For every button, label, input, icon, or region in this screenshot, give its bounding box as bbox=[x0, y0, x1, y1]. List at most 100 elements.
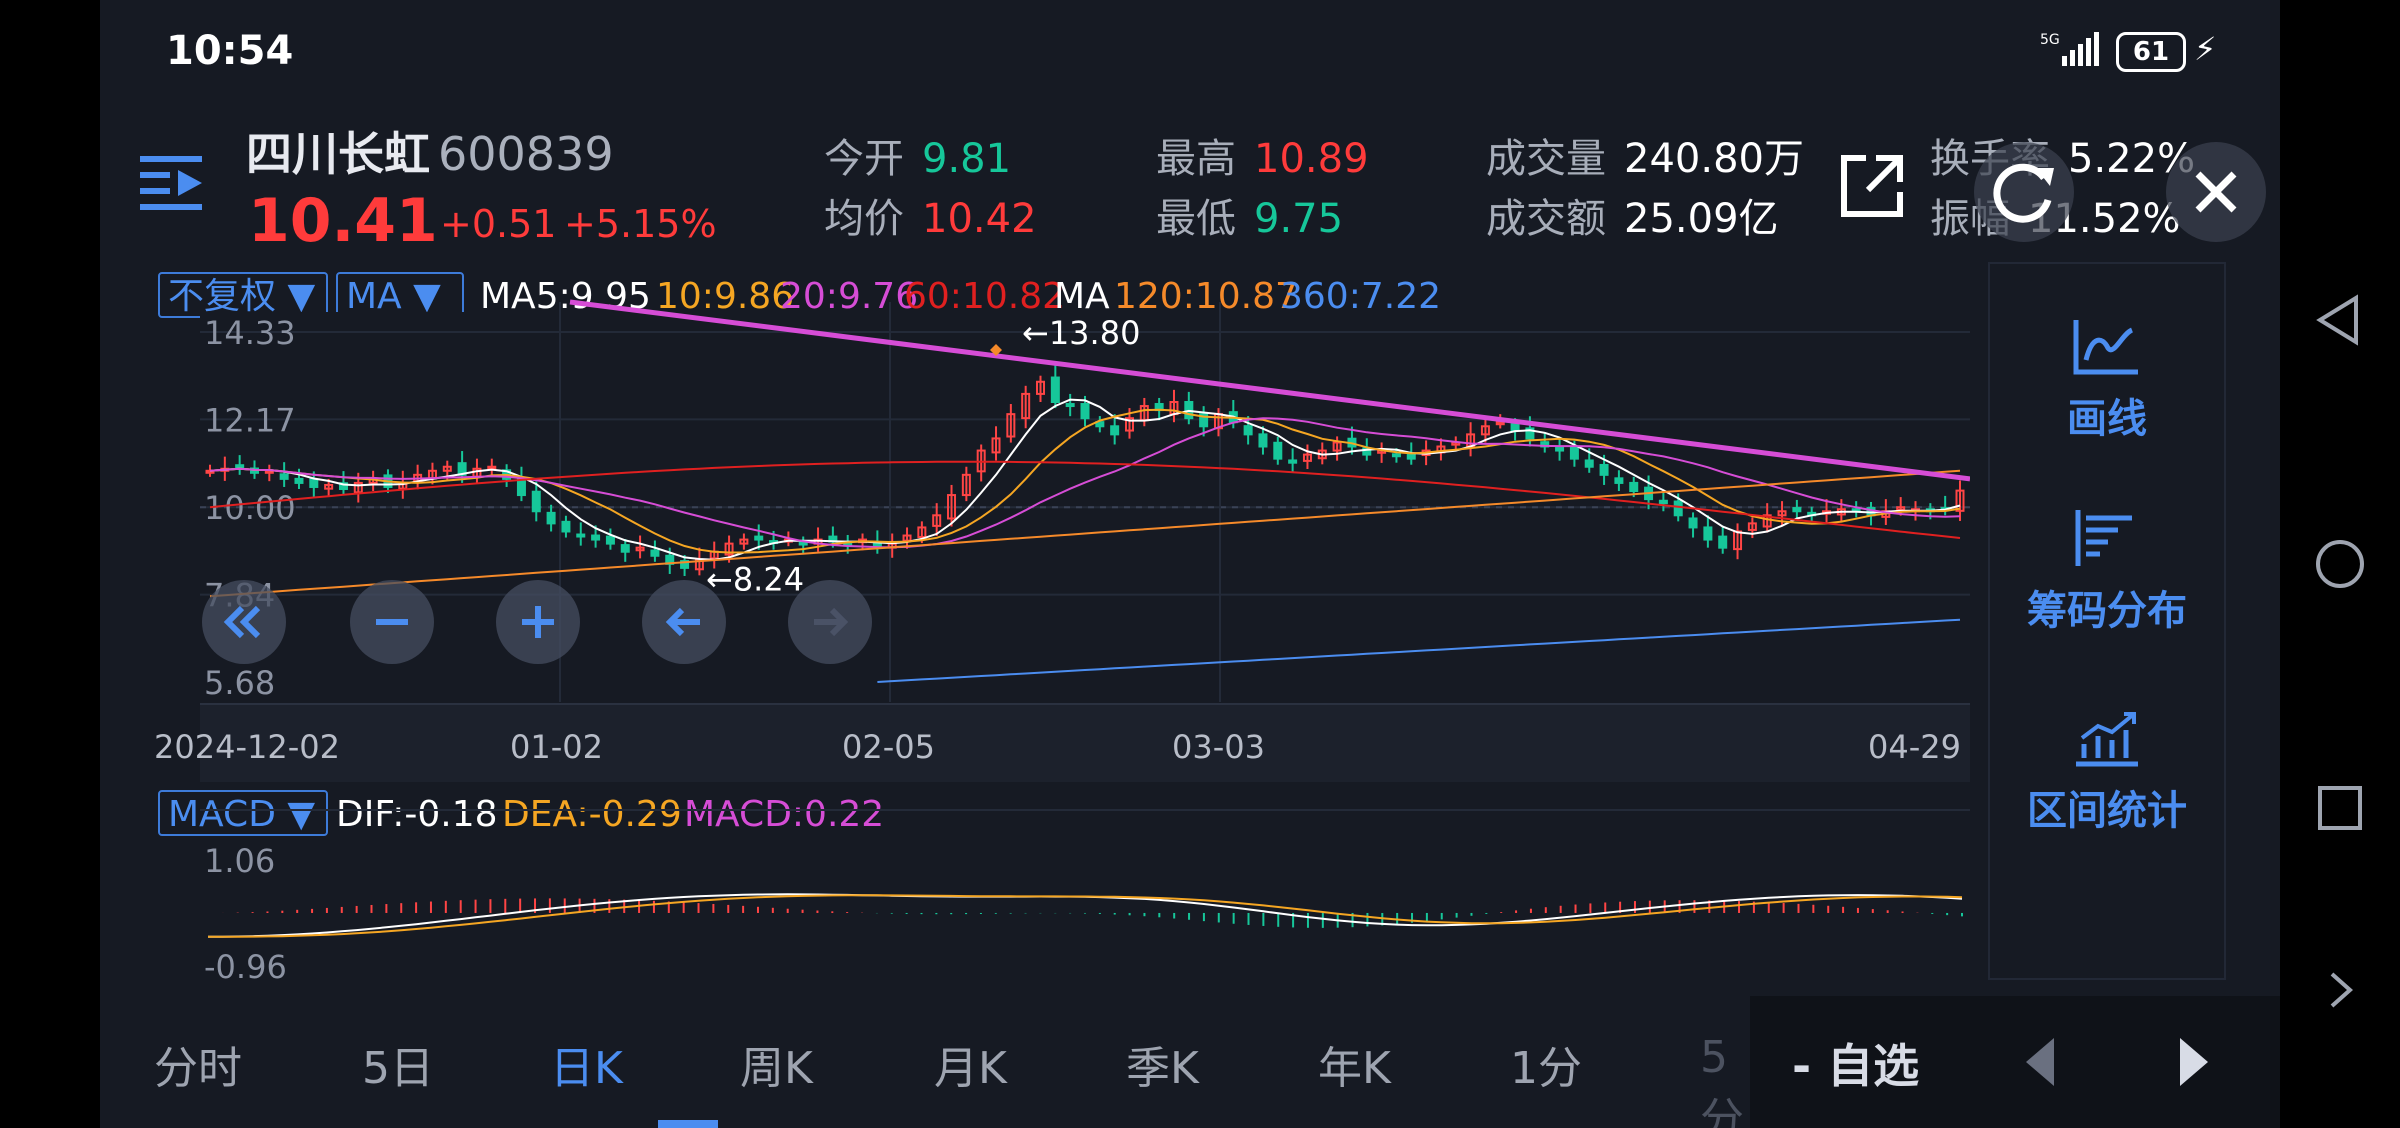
tab-intraday[interactable]: 分时 bbox=[154, 1043, 242, 1094]
trend-line bbox=[569, 299, 1970, 482]
candle-body bbox=[576, 533, 586, 538]
ma10-line bbox=[209, 408, 1961, 554]
ma-legend-item: MA bbox=[1054, 276, 1110, 317]
candle-body bbox=[1718, 535, 1728, 549]
candle-body bbox=[1688, 517, 1698, 529]
candle-body bbox=[724, 542, 734, 556]
candle-body bbox=[1273, 441, 1283, 460]
candle-body bbox=[1747, 522, 1757, 531]
x-tick-label: 04-29 bbox=[1868, 728, 1961, 766]
expand-nav-icon[interactable] bbox=[2310, 960, 2370, 1020]
external-link-icon[interactable] bbox=[1836, 152, 1906, 226]
pan-left-button[interactable] bbox=[642, 580, 726, 664]
y-tick-label: 12.17 bbox=[204, 401, 296, 439]
candle-body bbox=[442, 465, 452, 472]
candle-body bbox=[1288, 459, 1298, 464]
candle-body bbox=[1673, 500, 1683, 517]
active-tab-indicator bbox=[658, 1120, 718, 1128]
prev-stock-icon[interactable] bbox=[2020, 1032, 2060, 1096]
tab-5min[interactable]: 5分 bbox=[1700, 1032, 1744, 1128]
candle-body bbox=[1080, 403, 1090, 420]
candle-body bbox=[1792, 507, 1802, 513]
range-stats-button[interactable]: 区间统计 bbox=[1990, 708, 2224, 836]
candle-body bbox=[1021, 392, 1031, 420]
candle-body bbox=[1658, 499, 1668, 505]
low-annotation: ←8.24 bbox=[706, 560, 804, 598]
candle-body bbox=[1199, 413, 1209, 428]
candle-body bbox=[917, 526, 927, 539]
tab-1min[interactable]: 1分 bbox=[1510, 1043, 1582, 1094]
macd-plot: 1.06 -0.96 bbox=[200, 809, 1970, 980]
kline-plot: 14.3312.1710.007.845.68←13.80←8.242024-1… bbox=[154, 299, 1970, 782]
candle-body bbox=[798, 541, 808, 546]
candle-body bbox=[1777, 510, 1787, 517]
candle-body bbox=[991, 437, 1001, 454]
adjust-select[interactable]: 不复权 ▼ bbox=[158, 272, 328, 318]
tab-daily[interactable]: 日K bbox=[550, 1043, 623, 1094]
status-bar: 10:54 5G 61 ⚡ bbox=[100, 0, 2280, 100]
candle-body bbox=[1391, 453, 1401, 458]
candle-body bbox=[961, 473, 971, 497]
candle-body bbox=[1050, 376, 1060, 403]
tab-quarterly[interactable]: 季K bbox=[1126, 1043, 1199, 1094]
refresh-icon[interactable] bbox=[1974, 142, 2074, 242]
quote-high: 最高 10.89 bbox=[1156, 136, 1369, 182]
candle-body bbox=[235, 464, 245, 469]
candle-body bbox=[531, 490, 541, 513]
candle-body bbox=[561, 520, 571, 533]
ma-legend-item: 20:9.76 bbox=[780, 276, 919, 317]
candle-body bbox=[1599, 463, 1609, 476]
next-stock-icon[interactable] bbox=[2174, 1032, 2214, 1096]
charging-icon: ⚡ bbox=[2194, 30, 2217, 68]
ma-legend-item: 120:10.87 bbox=[1114, 276, 1298, 317]
system-nav-bar bbox=[2280, 0, 2400, 1128]
range-stats-icon bbox=[2076, 712, 2138, 767]
zoom-out-button[interactable] bbox=[350, 580, 434, 664]
ma120-line bbox=[209, 469, 1961, 598]
signal-icon: 5G bbox=[2040, 30, 2110, 76]
watchlist-button[interactable]: - 自选 bbox=[1792, 1039, 1920, 1093]
x-tick-label: 01-02 bbox=[510, 728, 603, 766]
draw-line-button[interactable]: 画线 bbox=[1990, 316, 2224, 444]
tab-yearly[interactable]: 年K bbox=[1318, 1043, 1391, 1094]
tab-5day[interactable]: 5日 bbox=[362, 1043, 434, 1094]
home-nav-icon[interactable] bbox=[2310, 534, 2370, 594]
ma-legend-item: 360:7.22 bbox=[1280, 276, 1441, 317]
candle-body bbox=[294, 477, 304, 484]
chip-distribution-button[interactable]: 筹码分布 bbox=[1990, 508, 2224, 636]
chip-distribution-icon bbox=[2075, 510, 2132, 566]
kline-chart[interactable]: 不复权 ▼ MA ▼ MA5:9.95 10:9.86 20:9.76 60:10.8… bbox=[150, 262, 1970, 782]
ma-legend-item: 60:10.82 bbox=[904, 276, 1065, 317]
tab-weekly[interactable]: 周K bbox=[740, 1043, 813, 1094]
ma20-line bbox=[209, 417, 1961, 549]
quote-amount: 成交额 25.09亿 bbox=[1486, 196, 1779, 242]
close-icon[interactable] bbox=[2166, 142, 2266, 242]
macd-select[interactable]: MACD ▼ bbox=[158, 790, 328, 836]
candle-body bbox=[1629, 481, 1639, 493]
candle-body bbox=[650, 549, 660, 557]
recents-nav-icon[interactable] bbox=[2310, 778, 2370, 838]
zoom-in-button[interactable] bbox=[496, 580, 580, 664]
dea-line bbox=[208, 894, 1963, 938]
candle-body bbox=[947, 494, 957, 520]
x-tick-label: 2024-12-02 bbox=[154, 728, 340, 766]
menu-list-icon[interactable] bbox=[138, 150, 204, 216]
candle-body bbox=[1243, 425, 1253, 436]
candle-body bbox=[1762, 514, 1772, 528]
side-panel: 画线 筹码分布 区间统计 bbox=[1988, 262, 2226, 980]
quote-low: 最低 9.75 bbox=[1156, 196, 1344, 242]
candle-body bbox=[279, 473, 289, 480]
battery-icon: 61 bbox=[2116, 32, 2186, 72]
zoom-first-button[interactable] bbox=[202, 580, 286, 664]
pan-right-button[interactable] bbox=[788, 580, 872, 664]
candle-body bbox=[1584, 459, 1594, 468]
candle-body bbox=[1510, 423, 1520, 432]
candle-body bbox=[1302, 453, 1312, 462]
candle-body bbox=[591, 534, 601, 541]
tab-monthly[interactable]: 月K bbox=[934, 1043, 1007, 1094]
candle-body bbox=[1555, 445, 1565, 452]
macd-chart[interactable]: MACD ▼ DIF:-0.18 DEA:-0.29 MACD:0.22 1.06 -… bbox=[150, 780, 1970, 980]
bottom-action-bar: - 自选 bbox=[1750, 996, 2280, 1128]
candle-body bbox=[1110, 425, 1120, 436]
back-nav-icon[interactable] bbox=[2310, 290, 2370, 350]
